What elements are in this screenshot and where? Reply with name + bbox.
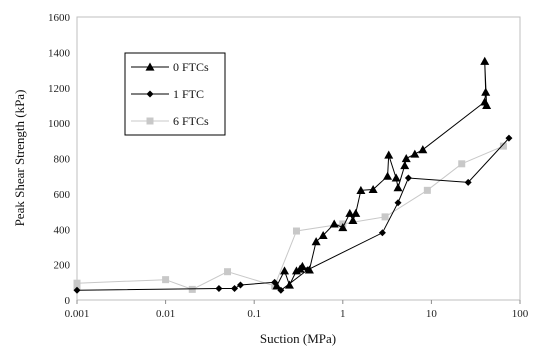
x-tick-label: 0.01	[156, 308, 175, 320]
data-point	[505, 134, 513, 142]
series-layer	[73, 56, 513, 294]
data-point	[481, 87, 491, 96]
data-point	[391, 173, 401, 182]
legend-marker	[146, 90, 154, 98]
y-tick-label: 400	[54, 224, 71, 236]
data-point	[329, 219, 339, 228]
y-tick-label: 0	[65, 295, 71, 307]
data-point	[404, 174, 412, 182]
series-line	[76, 145, 504, 290]
data-point	[272, 281, 282, 290]
data-point	[224, 268, 232, 276]
data-point	[393, 183, 403, 192]
data-point	[73, 286, 81, 294]
legend-items: 0 FTCs 1 FTC 6 FTCs	[131, 60, 209, 128]
y-tick-label: 1200	[48, 83, 71, 95]
data-point	[351, 208, 361, 217]
legend: 0 FTCs 1 FTC 6 FTCs	[124, 52, 226, 136]
legend-marker	[145, 62, 155, 71]
series-0-ftcs	[272, 56, 492, 290]
y-tick-label: 600	[54, 189, 71, 201]
data-point	[162, 276, 170, 284]
data-point	[401, 154, 411, 163]
data-point	[311, 237, 321, 246]
y-tick-label: 200	[54, 260, 71, 272]
data-point	[482, 100, 492, 110]
data-point	[499, 142, 507, 150]
data-point	[381, 213, 389, 221]
data-point	[73, 283, 81, 291]
x-tick-label: 0.1	[247, 308, 261, 320]
data-point	[410, 149, 420, 158]
y-tick-label: 1600	[48, 12, 71, 24]
data-point	[400, 161, 410, 170]
x-axis-ticks: 0.001 0.01 0.1 1 10 100	[65, 300, 529, 320]
legend-label: 0 FTCs	[173, 60, 209, 74]
data-point	[418, 145, 428, 154]
data-point	[338, 222, 348, 232]
data-point	[368, 184, 378, 194]
x-tick-label: 1	[340, 308, 346, 320]
x-axis-title: Suction (MPa)	[260, 331, 336, 346]
data-point	[383, 171, 393, 180]
data-point	[356, 185, 366, 194]
y-axis-title: Peak Shear Strength (kPa)	[12, 90, 27, 227]
data-point	[384, 150, 394, 159]
y-tick-label: 800	[54, 154, 71, 166]
series-1-ftc	[73, 134, 513, 294]
y-tick-label: 1400	[48, 47, 71, 59]
data-point	[304, 265, 314, 274]
data-point	[318, 230, 328, 240]
data-point	[236, 281, 244, 289]
data-point	[231, 285, 239, 293]
data-point	[378, 229, 386, 237]
data-point	[464, 178, 472, 186]
data-point	[73, 279, 81, 287]
legend-label: 6 FTCs	[173, 114, 209, 128]
data-point	[292, 227, 300, 235]
data-point	[345, 208, 355, 217]
data-point	[480, 56, 490, 65]
y-axis-ticks: 0 200 400 600 800 1000 1200 1400 1600	[48, 12, 71, 307]
data-point	[280, 266, 290, 275]
data-point	[458, 160, 466, 168]
x-tick-label: 100	[512, 308, 529, 320]
x-tick-label: 0.001	[65, 308, 90, 320]
data-point	[188, 285, 196, 293]
legend-label: 1 FTC	[173, 87, 204, 101]
y-tick-label: 1000	[48, 118, 71, 130]
data-point	[215, 285, 223, 293]
data-point	[394, 199, 402, 207]
data-point	[284, 280, 294, 289]
x-tick-label: 10	[426, 308, 438, 320]
legend-marker	[146, 117, 154, 125]
data-point	[297, 261, 307, 270]
data-point	[423, 186, 431, 194]
data-point	[348, 215, 358, 225]
